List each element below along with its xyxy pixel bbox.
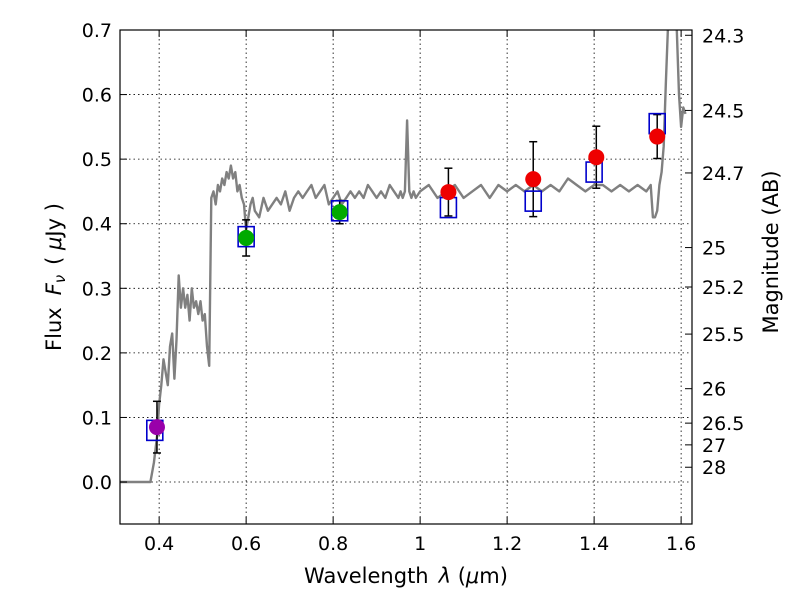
y-tick-label: 0.1 (82, 407, 112, 429)
photometry-point (649, 128, 666, 145)
y2-tick-label: 26 (702, 379, 726, 401)
x-tick-label: 1.2 (492, 533, 522, 555)
y2-tick-label: 25.2 (702, 277, 744, 299)
photometry-point (238, 229, 255, 246)
y-tick-label: 0.7 (82, 20, 112, 42)
y-tick-label: 0.4 (82, 214, 112, 236)
x-tick-label: 0.8 (318, 533, 348, 555)
photometry-point (525, 171, 542, 188)
y-axis-label: FluxFν( μJy ) (42, 203, 69, 351)
y2-tick-label: 25.5 (702, 324, 744, 346)
x-tick-label: 0.6 (231, 533, 261, 555)
photometry-point (148, 419, 165, 436)
y2-axis-label: Magnitude (AB) (759, 170, 783, 333)
y-tick-label: 0.0 (82, 472, 112, 494)
y-tick-label: 0.3 (82, 278, 112, 300)
template-spectrum (120, 30, 687, 484)
axis-ticks: 0.4 0.6 0.8 1 1.2 1.4 1.6 0.0 0.1 0.2 0.3 0.4 0.5 0.6… (82, 20, 745, 555)
x-axis-label: Wavelength λ (μm) (304, 564, 508, 588)
y-tick-label: 0.2 (82, 343, 112, 365)
model-square-marker (524, 190, 543, 212)
y2-tick-label: 28 (702, 457, 726, 479)
x-tick-label: 0.4 (144, 533, 174, 555)
gridlines (120, 29, 692, 524)
circle-markers (148, 128, 666, 436)
photometry-point (588, 149, 605, 166)
x-tick-label: 1.6 (666, 533, 696, 555)
photometry-point (440, 184, 457, 201)
plot-frame (119, 29, 693, 525)
y2-tick-label: 27 (702, 435, 726, 457)
y2-tick-label: 25 (702, 238, 726, 260)
y2-tick-label: 24.3 (702, 25, 744, 47)
model-square-marker (330, 200, 349, 222)
y2-tick-label: 26.5 (702, 413, 744, 435)
model-square-marker (237, 225, 255, 248)
error-bars (152, 113, 662, 454)
y-tick-label: 0.5 (82, 149, 112, 171)
template-line (120, 30, 687, 484)
y2-tick-label: 24.7 (702, 163, 744, 185)
y-tick-label: 0.6 (82, 85, 112, 107)
x-tick-label: 1 (414, 533, 426, 555)
photometry-point (331, 204, 348, 221)
x-tick-label: 1.4 (579, 533, 609, 555)
y2-tick-label: 24.5 (702, 100, 744, 122)
